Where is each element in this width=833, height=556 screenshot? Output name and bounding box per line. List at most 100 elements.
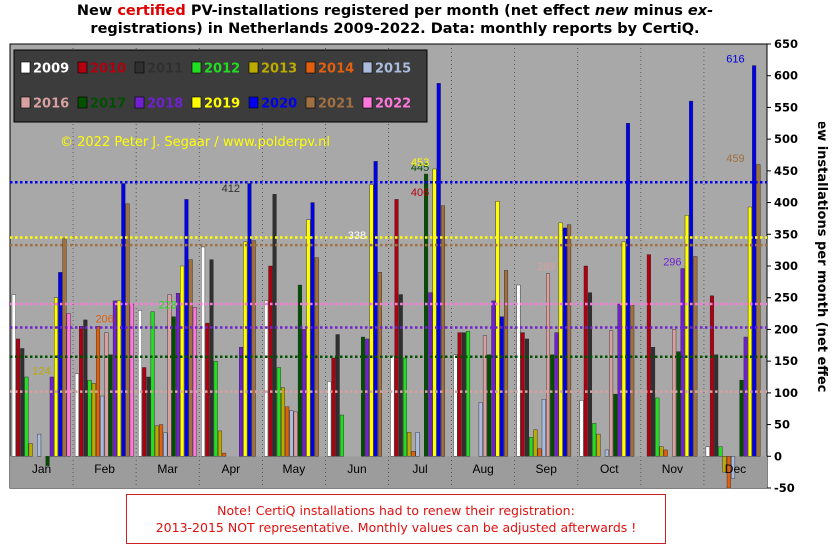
y-axis-label: New installations per month (net effect) bbox=[814, 122, 829, 392]
bar-2017-Nov bbox=[676, 351, 681, 457]
month-label-Jun: Jun bbox=[347, 462, 366, 476]
value-annotation: 412 bbox=[222, 183, 240, 195]
y-tick-label: 300 bbox=[774, 259, 798, 273]
bar-2010-Nov bbox=[646, 254, 651, 457]
value-annotation: 406 bbox=[411, 187, 429, 199]
bar-2019-May bbox=[306, 219, 311, 457]
bar-2022-Jan bbox=[66, 313, 71, 457]
month-label-Oct: Oct bbox=[600, 462, 619, 476]
bar-2011-Jun bbox=[335, 334, 340, 457]
bar-2012-Nov bbox=[655, 397, 660, 457]
title-certified: certified bbox=[117, 3, 186, 19]
legend-swatch-2011 bbox=[134, 61, 145, 74]
legend-label-2014: 2014 bbox=[318, 62, 354, 77]
bar-2015-Jan bbox=[37, 433, 42, 457]
bar-2015-Oct bbox=[604, 449, 609, 457]
bar-2014-May bbox=[285, 406, 290, 457]
bar-2016-Aug bbox=[482, 335, 487, 457]
bar-2017-Jun bbox=[360, 336, 365, 457]
month-label-Feb: Feb bbox=[94, 462, 115, 476]
bar-2011-Jan bbox=[20, 348, 25, 457]
bar-2010-Mar bbox=[142, 367, 147, 457]
value-annotation: 338 bbox=[348, 230, 366, 242]
legend-swatch-2014 bbox=[305, 61, 316, 74]
y-tick-label: 450 bbox=[774, 164, 798, 178]
y-tick-label: 350 bbox=[774, 227, 798, 241]
bar-2013-Apr bbox=[217, 430, 222, 457]
bar-2020-Oct bbox=[625, 123, 630, 457]
legend-label-2010: 2010 bbox=[90, 62, 126, 77]
value-annotation: 289 bbox=[537, 261, 555, 273]
bar-2013-May bbox=[281, 387, 286, 457]
bar-2020-Jun bbox=[373, 161, 378, 457]
bar-2009-Oct bbox=[579, 400, 584, 457]
bar-2017-Jan bbox=[45, 456, 50, 466]
bar-2013-Dec bbox=[722, 456, 727, 473]
note-line-1: Note! CertiQ installations had to renew … bbox=[217, 503, 575, 518]
bar-2009-Jun bbox=[327, 381, 332, 457]
bar-2017-May bbox=[297, 284, 302, 457]
bar-2021-Aug bbox=[504, 270, 509, 457]
bar-2019-Sep bbox=[558, 222, 563, 457]
value-annotation: 296 bbox=[663, 257, 681, 269]
legend-swatch-2012 bbox=[191, 61, 202, 74]
bar-2019-Nov bbox=[684, 215, 689, 457]
legend-swatch-2013 bbox=[248, 61, 259, 74]
bar-2012-Aug bbox=[466, 331, 471, 457]
y-tick-label: 150 bbox=[774, 354, 798, 368]
bar-2011-Dec bbox=[714, 354, 719, 457]
bar-2018-Jan bbox=[49, 376, 54, 457]
legend-label-2019: 2019 bbox=[204, 97, 240, 112]
month-label-Mar: Mar bbox=[157, 462, 178, 476]
bar-2015-Mar bbox=[163, 432, 168, 457]
legend-label-2020: 2020 bbox=[261, 97, 297, 112]
bar-2010-Oct bbox=[583, 265, 588, 457]
title-part-2: PV-installations registered per month (n… bbox=[185, 3, 595, 19]
chart-title: New certified PV-installations registere… bbox=[0, 2, 790, 38]
bar-2009-May bbox=[264, 300, 269, 457]
bar-2011-Apr bbox=[209, 259, 214, 457]
bar-2018-Oct bbox=[617, 303, 622, 457]
bar-2015-Feb bbox=[100, 395, 105, 457]
bar-2017-Jul bbox=[424, 173, 429, 457]
bar-2016-Oct bbox=[609, 330, 614, 457]
bar-2013-Nov bbox=[659, 446, 664, 457]
bar-2017-Dec bbox=[739, 379, 744, 457]
bar-2018-Feb bbox=[112, 300, 117, 457]
bar-2011-Feb bbox=[83, 319, 88, 457]
bar-2012-Sep bbox=[529, 437, 534, 457]
bar-2019-Mar bbox=[180, 265, 185, 457]
legend-swatch-2016 bbox=[20, 96, 31, 109]
bar-2020-Apr bbox=[247, 183, 252, 457]
bar-2016-Sep bbox=[546, 273, 551, 457]
bar-2012-Dec bbox=[718, 446, 723, 457]
title-ex: ex- bbox=[687, 3, 714, 19]
bar-2021-Feb bbox=[125, 203, 130, 457]
bar-2019-Aug bbox=[495, 201, 500, 457]
y-tick-label: 50 bbox=[774, 418, 790, 432]
value-annotation: 453 bbox=[411, 157, 429, 169]
bar-2012-Apr bbox=[213, 360, 218, 457]
y-tick-label: 500 bbox=[774, 132, 798, 146]
legend-label-2012: 2012 bbox=[204, 62, 240, 77]
bar-2017-Oct bbox=[613, 393, 618, 457]
bar-2018-Nov bbox=[680, 268, 685, 457]
month-label-Nov: Nov bbox=[662, 462, 683, 476]
bar-2018-Apr bbox=[239, 346, 244, 457]
month-label-Sep: Sep bbox=[536, 462, 558, 476]
bar-2020-Jan bbox=[58, 272, 63, 457]
value-annotation: 445 bbox=[411, 162, 429, 174]
bar-2010-Jan bbox=[16, 338, 21, 457]
bar-2021-Dec bbox=[756, 164, 761, 457]
bar-2009-Apr bbox=[201, 246, 206, 457]
bar-2016-Mar bbox=[167, 294, 172, 457]
title-part-1: New bbox=[76, 3, 118, 19]
bar-2013-Mar bbox=[154, 425, 159, 457]
bar-2013-Jul bbox=[407, 431, 412, 457]
legend-label-2017: 2017 bbox=[90, 97, 126, 112]
legend-swatch-2017 bbox=[77, 96, 88, 109]
bar-2021-Mar bbox=[188, 259, 193, 457]
title-line-2: registrations) in Netherlands 2009-2022.… bbox=[90, 21, 700, 37]
bar-2012-May bbox=[276, 367, 281, 457]
legend-swatch-2021 bbox=[305, 96, 316, 109]
